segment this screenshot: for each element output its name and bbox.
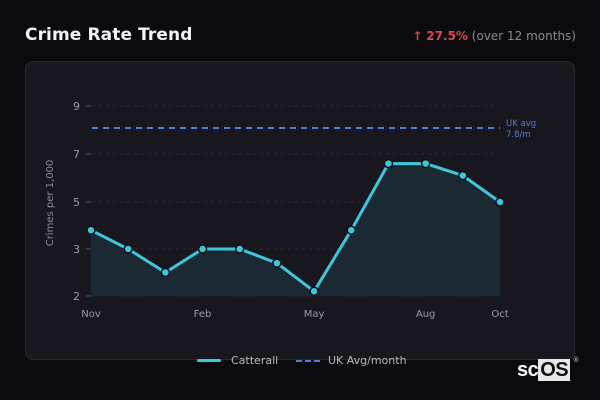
uk-average-label-line2: 7.8/m (506, 130, 531, 140)
svg-text:2: 2 (73, 290, 80, 303)
series-area-fill (91, 163, 500, 296)
trend-change: ↑ 27.5% (over 12 months) (412, 29, 576, 43)
legend-label-uk-avg: UK Avg/month (328, 354, 407, 367)
brand-suffix: OS (538, 359, 571, 381)
solid-line-swatch-icon (197, 359, 221, 362)
chart-legend: Catterall UK Avg/month (0, 354, 600, 370)
legend-item-uk-avg[interactable]: UK Avg/month (296, 354, 407, 367)
brand-prefix: sc (517, 359, 539, 381)
trend-change-value: 27.5% (426, 29, 468, 43)
svg-text:Feb: Feb (194, 309, 212, 320)
svg-text:Nov: Nov (81, 309, 101, 320)
uk-average-label-line1: UK avg (506, 119, 536, 129)
svg-text:May: May (304, 309, 325, 320)
svg-text:9: 9 (73, 100, 80, 113)
data-points (86, 158, 505, 297)
svg-text:5: 5 (73, 196, 80, 209)
svg-text:3: 3 (73, 243, 80, 256)
trend-change-period: (over 12 months) (471, 29, 576, 43)
series-line-catterall (90, 162, 501, 293)
brand-logo: sc OS ® (517, 357, 579, 382)
svg-text:Aug: Aug (416, 309, 436, 320)
dashed-line-swatch-icon (296, 359, 320, 362)
y-axis-label: Crimes per 1,000 (45, 160, 56, 247)
registered-icon: ® (573, 357, 579, 364)
y-axis: 2 3 5 7 9 (73, 100, 91, 303)
x-axis: Nov Feb May Aug Oct (81, 309, 508, 320)
page-title: Crime Rate Trend (25, 25, 193, 45)
trend-up-icon: ↑ (412, 29, 423, 43)
legend-label-catterall: Catterall (231, 354, 279, 367)
svg-text:7: 7 (73, 148, 80, 161)
legend-item-catterall[interactable]: Catterall (197, 354, 278, 367)
svg-text:Oct: Oct (491, 309, 508, 320)
